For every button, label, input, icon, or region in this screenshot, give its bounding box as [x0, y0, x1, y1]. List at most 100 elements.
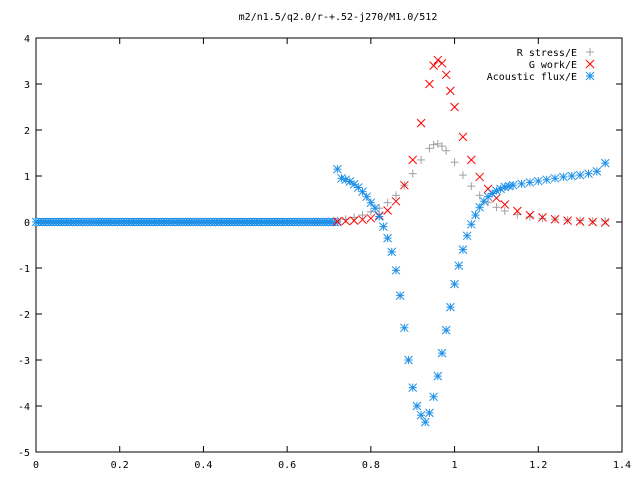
axes: 0 0.2 0.4 0.6 0.8 1 1.2 1.4 4 3 2 1 0 -1 -2 -3 -4 -5 — [18, 34, 631, 471]
data-point — [542, 175, 552, 185]
y-tick-label: -3 — [18, 356, 30, 367]
data-point — [429, 140, 438, 149]
data-point — [525, 212, 534, 221]
data-point — [450, 102, 459, 112]
x-tick-label: 1.4 — [613, 460, 631, 471]
data-point — [467, 182, 476, 191]
y-tick-label: -5 — [18, 448, 30, 459]
x-tick-label: 0.6 — [278, 460, 296, 471]
y-tick-label: 0 — [24, 218, 30, 229]
data-point — [508, 180, 518, 190]
y-tick-label: 3 — [24, 80, 30, 91]
x-tick-label: 0 — [33, 460, 39, 471]
data-point — [550, 173, 560, 183]
data-point — [433, 139, 442, 148]
data-point — [513, 206, 522, 216]
data-point — [399, 180, 409, 190]
data-point — [458, 171, 467, 180]
data-point — [454, 261, 464, 271]
data-point — [575, 170, 585, 180]
data-point — [438, 142, 447, 151]
data-point — [416, 410, 426, 420]
data-point — [588, 217, 597, 226]
data-point — [383, 198, 392, 207]
data-point — [425, 79, 434, 89]
plot-frame — [35, 37, 623, 453]
data-point — [399, 323, 409, 333]
data-point — [374, 212, 384, 221]
legend-label: Acoustic flux/E — [487, 72, 577, 83]
data-point — [525, 178, 535, 187]
chart-title: m2/n1.5/q2.0/r-+.52-j270/M1.0/512 — [239, 12, 438, 23]
data-point — [362, 192, 372, 202]
data-point — [366, 213, 376, 223]
data-point — [567, 171, 577, 181]
data-point — [458, 132, 468, 142]
data-point — [466, 155, 476, 165]
data-point — [429, 392, 438, 402]
data-point — [517, 179, 526, 189]
data-point — [408, 169, 417, 178]
data-point — [584, 169, 593, 179]
data-point — [408, 383, 418, 392]
series-1 — [333, 55, 610, 227]
data-point — [483, 192, 493, 202]
data-point — [538, 213, 547, 222]
data-point — [341, 215, 350, 224]
legend-marker — [586, 48, 594, 56]
data-point — [500, 200, 510, 209]
data-point — [437, 58, 447, 68]
data-point — [458, 245, 468, 254]
data-point — [333, 164, 342, 174]
data-point — [387, 247, 397, 257]
data-point — [433, 55, 443, 65]
data-point — [475, 202, 485, 212]
data-point — [408, 155, 418, 165]
y-tick-label: -1 — [18, 264, 30, 275]
data-point — [475, 191, 484, 200]
data-point — [533, 176, 543, 186]
data-point — [416, 118, 426, 128]
series-0 — [333, 139, 610, 226]
data-point — [333, 216, 342, 225]
data-point — [492, 203, 501, 212]
data-point — [563, 216, 572, 225]
data-point — [391, 196, 401, 206]
data-point — [395, 291, 405, 300]
y-tick-label: -2 — [18, 310, 30, 321]
series-2 — [333, 158, 610, 427]
data-point — [349, 216, 359, 225]
data-point — [600, 218, 610, 227]
data-point — [575, 217, 585, 226]
data-point — [437, 348, 447, 358]
data-point — [358, 211, 367, 220]
data-point — [358, 215, 367, 225]
data-point — [383, 233, 392, 243]
data-point — [600, 158, 610, 168]
data-point — [588, 217, 598, 227]
data-point — [601, 217, 610, 226]
data-point — [471, 210, 480, 220]
data-point — [513, 210, 522, 219]
data-point — [370, 203, 380, 213]
data-point — [500, 206, 509, 215]
data-point — [559, 172, 568, 182]
data-point — [442, 146, 451, 155]
data-point — [433, 371, 443, 381]
data-point — [333, 217, 342, 226]
data-point — [417, 155, 426, 164]
data-point — [383, 206, 392, 215]
legend-marker — [585, 71, 595, 81]
data-point — [446, 302, 455, 312]
data-point — [391, 265, 401, 275]
data-point — [441, 70, 451, 80]
y-tick-label: 4 — [24, 34, 30, 45]
data-point — [420, 417, 430, 427]
x-tick-label: 1 — [452, 460, 458, 471]
data-point — [441, 325, 451, 335]
data-point — [429, 61, 438, 70]
data-point — [538, 214, 547, 223]
data-point — [550, 214, 560, 224]
data-point — [525, 210, 535, 220]
